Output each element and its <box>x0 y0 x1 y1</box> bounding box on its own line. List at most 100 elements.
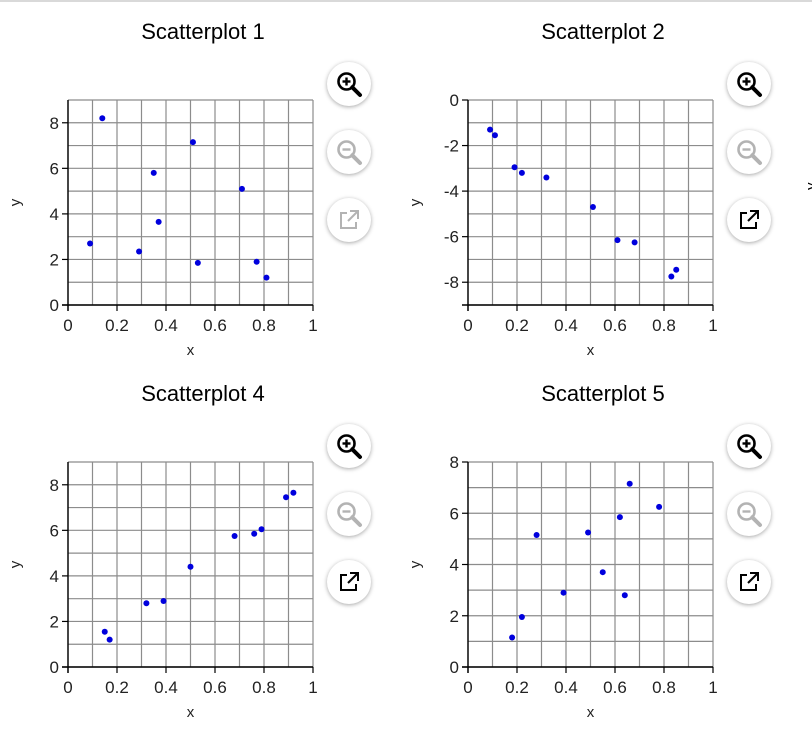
x-tick-label: 0.2 <box>505 678 529 697</box>
data-point <box>673 266 680 273</box>
clipped-next-panel-label: y <box>803 170 812 191</box>
grid <box>467 99 714 306</box>
y-tick-label: 4 <box>50 205 59 224</box>
zoom-in-icon <box>737 434 762 459</box>
x-axis-label: x <box>587 704 595 721</box>
data-point <box>656 503 663 510</box>
y-tick-label: 8 <box>50 476 59 495</box>
x-tick-label: 0 <box>463 678 472 697</box>
scatterplot-panel-4: Scatterplot 5 0 0.2 0.4 0.6 0.8 1 0 2 4 6 8 x y <box>400 362 800 722</box>
x-tick-label: 1 <box>308 316 317 335</box>
data-point <box>614 237 621 244</box>
zoom-in-button[interactable] <box>327 62 371 106</box>
x-tick-label: 0.8 <box>252 316 276 335</box>
data-point <box>160 597 167 604</box>
y-tick-label: 2 <box>450 607 459 626</box>
data-point <box>263 274 270 281</box>
data-point <box>560 589 567 596</box>
y-tick-label: 0 <box>50 658 59 677</box>
x-tick-label: 0.2 <box>105 316 129 335</box>
zoom-in-button[interactable] <box>327 424 371 468</box>
data-points <box>487 126 680 280</box>
data-point <box>511 164 518 171</box>
x-tick-label: 0.8 <box>652 678 676 697</box>
x-tick-label: 0.2 <box>105 678 129 697</box>
popout-button[interactable] <box>727 560 771 604</box>
zoom-in-button[interactable] <box>727 62 771 106</box>
x-axis-label: x <box>187 342 195 359</box>
x-tick-label: 0.4 <box>154 316 178 335</box>
data-point <box>187 563 194 570</box>
x-tick-label: 0.4 <box>154 678 178 697</box>
data-point <box>99 115 106 122</box>
scatterplot-panel-1: Scatterplot 1 0 0.2 0.4 0.6 0.8 1 0 2 4 6 8 x y <box>0 0 400 360</box>
zoom-out-button[interactable] <box>727 492 771 536</box>
data-point <box>616 514 623 521</box>
popout-button[interactable] <box>327 198 371 242</box>
y-tick-label: -4 <box>444 182 459 201</box>
zoom-out-button[interactable] <box>327 130 371 174</box>
data-point <box>251 530 258 537</box>
popout-button[interactable] <box>327 560 371 604</box>
x-tick-label: 1 <box>708 678 717 697</box>
y-tick-label: 6 <box>50 159 59 178</box>
scatterplot-panel-2: Scatterplot 2 0 0.2 0.4 0.6 0.8 1 0 -2 -4 -6 -8 x y <box>400 0 800 360</box>
zoom-out-icon <box>737 140 762 165</box>
top-divider <box>0 0 812 2</box>
external-link-icon <box>740 210 759 229</box>
x-tick-label: 1 <box>308 678 317 697</box>
zoom-out-icon <box>337 502 362 527</box>
data-point <box>621 592 628 599</box>
data-point <box>533 532 540 539</box>
y-tick-label: 6 <box>450 504 459 523</box>
chart-title: Scatterplot 4 <box>141 381 265 406</box>
zoom-in-button[interactable] <box>727 424 771 468</box>
data-point <box>258 526 265 533</box>
zoom-in-icon <box>337 434 362 459</box>
data-point <box>487 126 494 133</box>
popout-button[interactable] <box>727 198 771 242</box>
data-point <box>290 489 297 496</box>
grid <box>467 461 714 668</box>
x-tick-label: 0 <box>63 678 72 697</box>
data-point <box>509 634 516 641</box>
scatterplot-svg[interactable]: 0 0.2 0.4 0.6 0.8 1 0 2 4 6 8 x y <box>0 0 330 360</box>
external-link-icon <box>740 572 759 591</box>
x-axis-label: x <box>187 704 195 721</box>
y-tick-label: 4 <box>450 556 459 575</box>
data-point <box>136 248 143 255</box>
data-point <box>150 169 157 176</box>
zoom-out-button[interactable] <box>727 130 771 174</box>
data-point <box>599 569 606 576</box>
external-link-icon <box>340 572 359 591</box>
x-tick-label: 0.6 <box>603 678 627 697</box>
x-tick-label: 0.8 <box>652 316 676 335</box>
zoom-out-button[interactable] <box>327 492 371 536</box>
data-point <box>253 258 260 265</box>
data-point <box>626 480 633 487</box>
data-point <box>194 259 201 266</box>
scatterplot-svg[interactable]: 0 0.2 0.4 0.6 0.8 1 0 -2 -4 -6 -8 x y <box>400 0 730 360</box>
y-tick-label: -2 <box>444 137 459 156</box>
data-point <box>283 494 290 501</box>
y-tick-label: 6 <box>50 521 59 540</box>
x-tick-label: 0 <box>463 316 472 335</box>
data-point <box>143 600 150 607</box>
y-tick-label: 4 <box>50 567 59 586</box>
y-axis-label: y <box>407 560 424 568</box>
x-tick-label: 0 <box>63 316 72 335</box>
y-tick-label: 2 <box>50 250 59 269</box>
scatterplot-svg[interactable]: 0 0.2 0.4 0.6 0.8 1 0 2 4 6 8 x y <box>400 362 730 722</box>
zoom-out-icon <box>737 502 762 527</box>
data-point <box>518 169 525 176</box>
scatterplot-panel-3: Scatterplot 4 0 0.2 0.4 0.6 0.8 1 0 2 4 6 8 x y <box>0 362 400 722</box>
data-point <box>589 204 596 211</box>
y-axis-label: y <box>407 198 424 206</box>
data-points <box>509 480 663 641</box>
data-points <box>101 489 297 643</box>
data-point <box>491 132 498 139</box>
zoom-out-icon <box>337 140 362 165</box>
y-tick-label: -6 <box>444 228 459 247</box>
data-point <box>101 628 108 635</box>
scatterplot-svg[interactable]: 0 0.2 0.4 0.6 0.8 1 0 2 4 6 8 x y <box>0 362 330 722</box>
